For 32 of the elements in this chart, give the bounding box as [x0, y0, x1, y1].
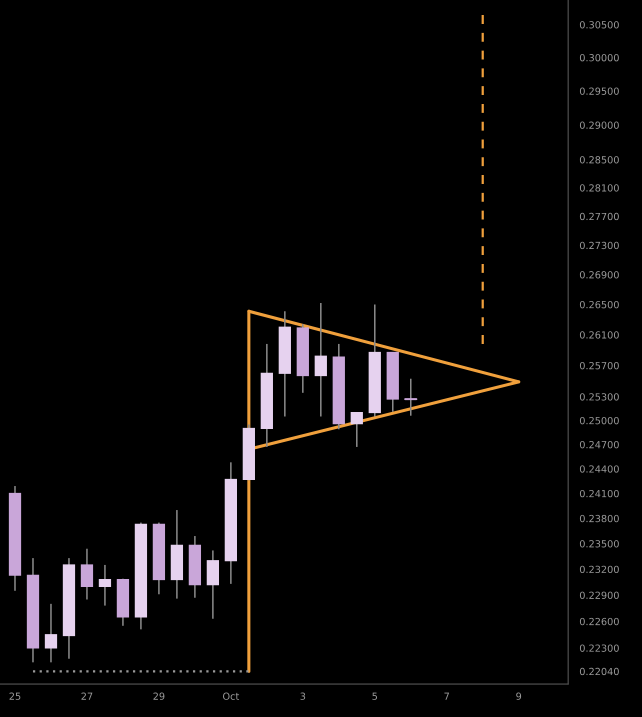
y-tick-label: 0.25000 — [580, 416, 619, 424]
y-tick-label: 0.29000 — [580, 122, 619, 129]
y-tick-label: 0.22300 — [580, 644, 619, 652]
x-tick-label: Oct — [223, 692, 240, 700]
y-tick-label: 0.24400 — [580, 465, 619, 473]
y-tick-label: 0.27300 — [580, 242, 619, 250]
y-tick-label: 0.28500 — [580, 156, 619, 164]
x-tick-label: 27 — [81, 692, 92, 700]
x-tick-label: 7 — [444, 692, 449, 700]
y-tick-label: 0.25300 — [580, 393, 619, 401]
x-tick-label: 29 — [153, 692, 164, 700]
y-tick-label: 0.23500 — [580, 540, 619, 548]
y-tick-label: 0.23200 — [580, 566, 619, 574]
y-tick-label: 0.26900 — [580, 271, 619, 278]
x-tick-label: 9 — [516, 692, 522, 700]
x-tick-label: 25 — [10, 692, 20, 700]
y-tick-label: 0.23800 — [580, 514, 619, 522]
y-tick-label: 0.29500 — [580, 87, 619, 95]
y-tick-label: 0.22040 — [580, 668, 619, 676]
y-tick-label: 0.26100 — [580, 331, 619, 339]
x-tick-label: 5 — [372, 692, 378, 700]
y-tick-label: 0.22900 — [580, 592, 619, 599]
y-tick-label: 0.24100 — [580, 490, 619, 498]
y-tick-label: 0.26500 — [580, 300, 619, 308]
y-tick-label: 0.25700 — [580, 362, 619, 370]
y-tick-label: 0.28100 — [580, 184, 619, 192]
y-tick-label: 0.24700 — [580, 440, 619, 448]
y-tick-label: 0.22600 — [580, 618, 619, 626]
y-tick-label: 0.30500 — [580, 21, 619, 28]
y-tick-label: 0.27700 — [580, 212, 619, 220]
y-tick-label: 0.30000 — [580, 54, 619, 62]
x-tick-label: 3 — [300, 692, 306, 700]
